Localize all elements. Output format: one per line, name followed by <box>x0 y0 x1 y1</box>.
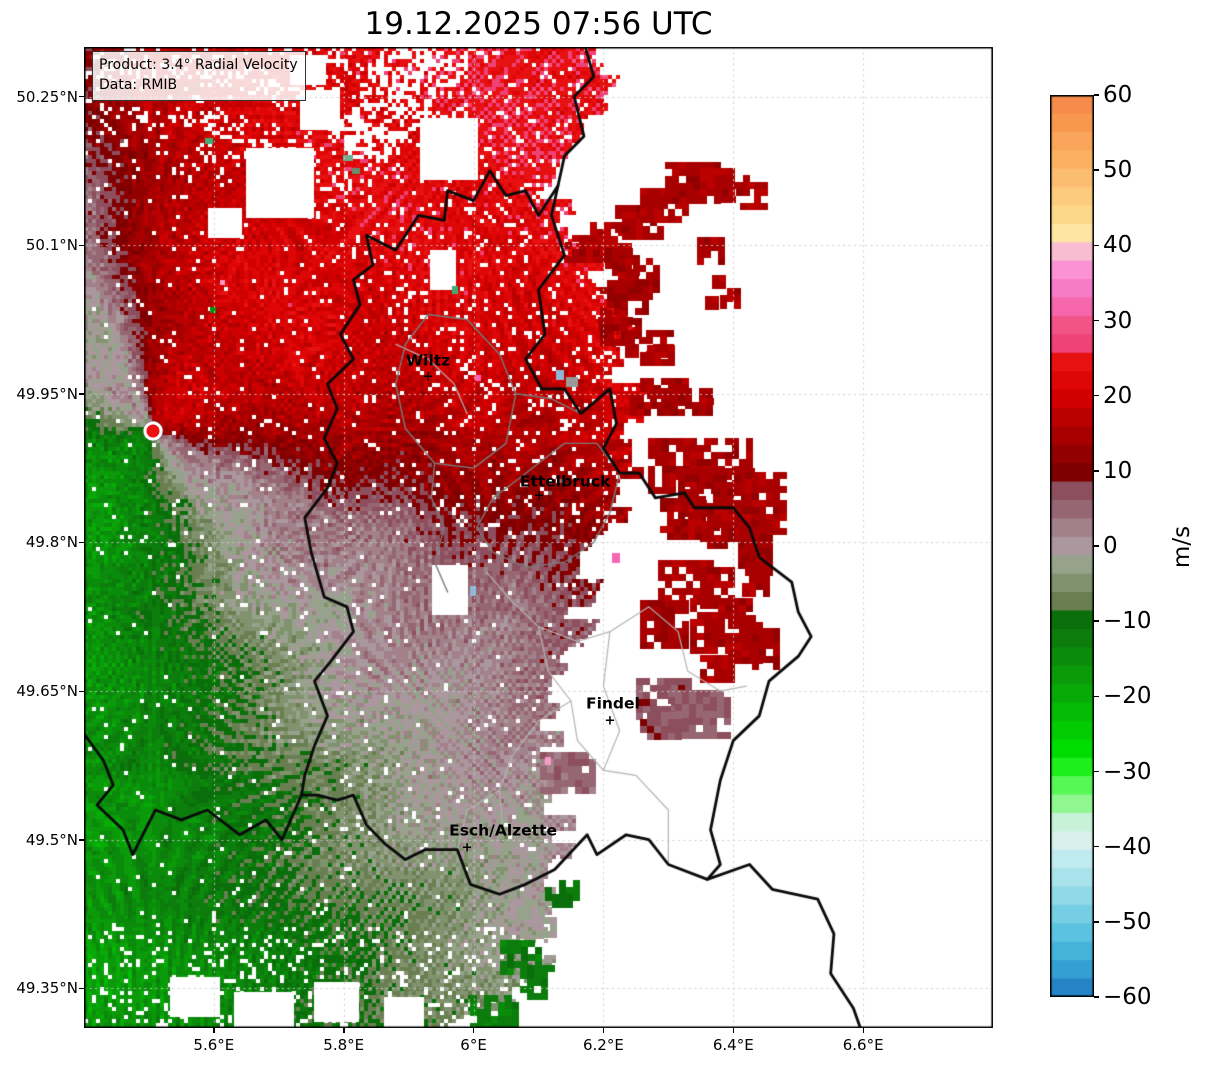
y-tick-label: 50.25°N <box>16 87 78 106</box>
colorbar-tick-label: −40 <box>1103 833 1152 860</box>
velocity-map-canvas <box>84 47 993 1028</box>
y-tick-mark <box>79 690 84 692</box>
y-tick-label: 49.65°N <box>16 682 78 701</box>
city-marker-findel: + <box>604 713 616 729</box>
y-tick-label: 50.1°N <box>25 236 78 255</box>
colorbar-tick-label: −30 <box>1103 758 1152 785</box>
x-tick-mark <box>473 1028 475 1033</box>
colorbar-tick-mark <box>1094 921 1099 923</box>
colorbar-tick-label: 10 <box>1103 457 1133 484</box>
y-tick-label: 49.35°N <box>16 979 78 998</box>
x-tick-label: 6.4°E <box>712 1036 754 1054</box>
colorbar-tick-mark <box>1094 94 1099 96</box>
product-annotation-box: Product: 3.4° Radial Velocity Data: RMIB <box>92 51 306 101</box>
product-line: Product: 3.4° Radial Velocity <box>99 57 298 73</box>
y-tick-label: 49.95°N <box>16 384 78 403</box>
city-label-wiltz: Wiltz <box>406 351 451 370</box>
x-tick-label: 5.8°E <box>323 1036 365 1054</box>
x-tick-label: 6°E <box>460 1036 487 1054</box>
x-tick-mark <box>213 1028 215 1033</box>
colorbar-tick-label: 60 <box>1103 82 1133 108</box>
city-marker-wiltz: + <box>422 369 434 385</box>
colorbar-tick-mark <box>1094 545 1099 547</box>
colorbar-tick-mark <box>1094 620 1099 622</box>
colorbar-tick-mark <box>1094 470 1099 472</box>
y-tick-label: 49.8°N <box>25 533 78 552</box>
y-tick-mark <box>79 96 84 98</box>
colorbar-canvas <box>1050 95 1094 997</box>
y-tick-mark <box>79 244 84 247</box>
colorbar-tick-label: −50 <box>1103 908 1152 935</box>
colorbar-tick-mark <box>1094 695 1099 698</box>
data-source-line: Data: RMIB <box>99 77 178 94</box>
colorbar-tick-label: −60 <box>1103 984 1152 1010</box>
city-label-esch-alzette: Esch/Alzette <box>449 820 558 839</box>
colorbar-units-label: m/s <box>1169 525 1195 569</box>
x-tick-mark <box>602 1028 605 1033</box>
colorbar-tick-mark <box>1094 169 1099 171</box>
x-tick-label: 5.6°E <box>193 1036 235 1054</box>
colorbar-tick-label: 40 <box>1103 232 1133 259</box>
colorbar-tick-mark <box>1094 996 1099 998</box>
colorbar-tick-label: 0 <box>1103 533 1118 559</box>
colorbar-tick-mark <box>1094 394 1099 397</box>
x-tick-label: 6.6°E <box>842 1036 884 1054</box>
city-marker-ettelbruck: + <box>533 488 545 504</box>
x-tick-mark <box>732 1028 735 1033</box>
y-tick-mark <box>79 839 84 841</box>
colorbar-tick-label: 50 <box>1103 157 1133 184</box>
colorbar-tick-mark <box>1094 845 1099 848</box>
y-tick-mark <box>79 987 84 990</box>
x-tick-mark <box>343 1028 345 1033</box>
city-label-ettelbruck: Ettelbruck <box>519 472 611 491</box>
colorbar-tick-label: 20 <box>1103 382 1133 409</box>
y-tick-mark <box>79 541 84 544</box>
city-marker-esch-alzette: + <box>461 840 473 856</box>
y-tick-label: 49.5°N <box>25 830 78 849</box>
y-tick-mark <box>79 393 84 395</box>
x-tick-mark <box>862 1028 865 1033</box>
colorbar-tick-label: −20 <box>1103 683 1152 710</box>
city-label-findel: Findel <box>585 694 640 713</box>
colorbar-tick-mark <box>1094 770 1099 773</box>
colorbar-tick-label: −10 <box>1103 608 1152 635</box>
x-tick-label: 6.2°E <box>583 1036 624 1054</box>
radar-site-dot <box>143 421 163 441</box>
page-title: 19.12.2025 07:56 UTC <box>364 6 713 42</box>
map-area: Wiltz + Ettelbruck + Findel + Esch/Alzette + <box>84 47 993 1028</box>
colorbar-tick-mark <box>1094 244 1099 247</box>
colorbar-tick-mark <box>1094 319 1099 322</box>
colorbar-tick-label: 30 <box>1103 307 1133 334</box>
